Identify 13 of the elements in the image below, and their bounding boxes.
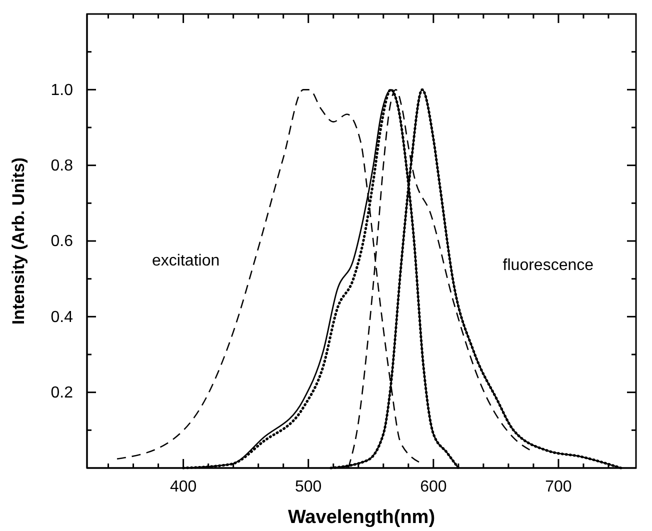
- x-tick-label: 400: [170, 478, 197, 496]
- y-tick-label: 0.8: [50, 157, 74, 174]
- x-axis-title: Wavelength(nm): [288, 507, 436, 528]
- x-tick-label: 700: [545, 478, 572, 496]
- annotation: fluorescence: [502, 257, 594, 274]
- y-tick-label: 0.2: [50, 384, 74, 402]
- y-axis-title: Intensity (Arb. Units): [9, 157, 28, 325]
- x-tick-label: 600: [420, 478, 447, 496]
- y-tick-label: 0.4: [50, 308, 74, 326]
- y-tick-label: 0.6: [50, 233, 74, 250]
- annotation: excitation: [152, 252, 220, 270]
- x-tick-label: 500: [295, 478, 322, 496]
- y-tick-label: 1.0: [50, 82, 74, 99]
